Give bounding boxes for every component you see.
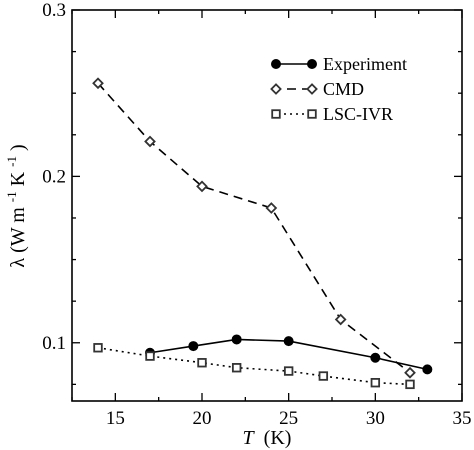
- x-tick-label: 15: [106, 408, 125, 429]
- legend-marker: [271, 109, 281, 119]
- tick-labels: 15 20 25 30 35 0.1 0.2 0.3: [42, 0, 471, 429]
- data-point-lsc-ivr: [283, 366, 294, 376]
- legend-marker: [306, 83, 318, 95]
- series-cmd: [92, 77, 416, 379]
- series-line-experiment: [149, 338, 428, 371]
- data-point-cmd: [92, 77, 104, 90]
- x-tick-label: 30: [366, 408, 385, 429]
- series-line-cmd: [97, 82, 411, 374]
- data-point-cmd: [196, 180, 208, 193]
- legend-item-cmd: CMD: [270, 79, 364, 99]
- x-axis-symbol: T: [243, 427, 256, 449]
- y-axis-title-exp1: -1: [4, 191, 19, 202]
- legend-marker: [307, 59, 317, 69]
- data-point-lsc-ivr: [405, 379, 415, 390]
- data-point-experiment: [188, 341, 199, 352]
- data-point-cmd: [404, 366, 416, 379]
- data-point-experiment: [283, 336, 294, 347]
- data-point-lsc-ivr: [318, 371, 329, 381]
- data-point-lsc-ivr: [370, 377, 381, 388]
- legend-label: CMD: [323, 79, 364, 99]
- data-point-cmd: [144, 135, 156, 148]
- axis-ticks: [71, 9, 463, 401]
- x-tick-label: 20: [193, 408, 212, 429]
- x-axis-title: T (K): [243, 427, 292, 449]
- series-lsc-ivr: [93, 343, 415, 390]
- y-axis-title-exp2: -1: [4, 156, 19, 167]
- legend-label: LSC-IVR: [323, 104, 393, 124]
- plot-frame: [71, 9, 463, 402]
- y-axis-title-main: λ (W m: [7, 207, 29, 268]
- data-point-cmd: [265, 202, 278, 214]
- y-tick-label: 0.2: [42, 166, 66, 187]
- series-line-lsc-ivr: [97, 346, 411, 386]
- data-point-experiment: [422, 364, 433, 375]
- legend-marker: [271, 59, 281, 69]
- data-point-lsc-ivr: [93, 343, 103, 353]
- data-point-lsc-ivr: [145, 351, 155, 361]
- data-point-lsc-ivr: [231, 363, 242, 373]
- legend-marker: [307, 109, 317, 119]
- x-axis-unit: (K): [264, 427, 292, 449]
- series-layer: [92, 77, 433, 390]
- y-tick-label: 0.3: [42, 0, 66, 21]
- x-tick-label: 25: [279, 408, 298, 429]
- y-axis-title-close: ): [7, 144, 29, 151]
- series-experiment: [145, 334, 433, 375]
- legend: Experiment CMD LSC-IVR: [270, 54, 407, 124]
- legend-item-experiment: Experiment: [271, 54, 407, 74]
- legend-label: Experiment: [323, 54, 407, 74]
- data-point-cmd: [334, 313, 347, 326]
- legend-marker: [270, 83, 282, 95]
- y-axis-title-mid: K: [7, 171, 29, 186]
- data-point-lsc-ivr: [197, 358, 207, 368]
- data-point-experiment: [370, 352, 381, 363]
- y-axis-title: λ (W m -1 K -1 ): [0, 144, 29, 267]
- legend-item-lsc-ivr: LSC-IVR: [271, 104, 393, 124]
- data-point-experiment: [231, 334, 242, 345]
- y-tick-label: 0.1: [42, 333, 66, 354]
- x-tick-label: 35: [453, 408, 472, 429]
